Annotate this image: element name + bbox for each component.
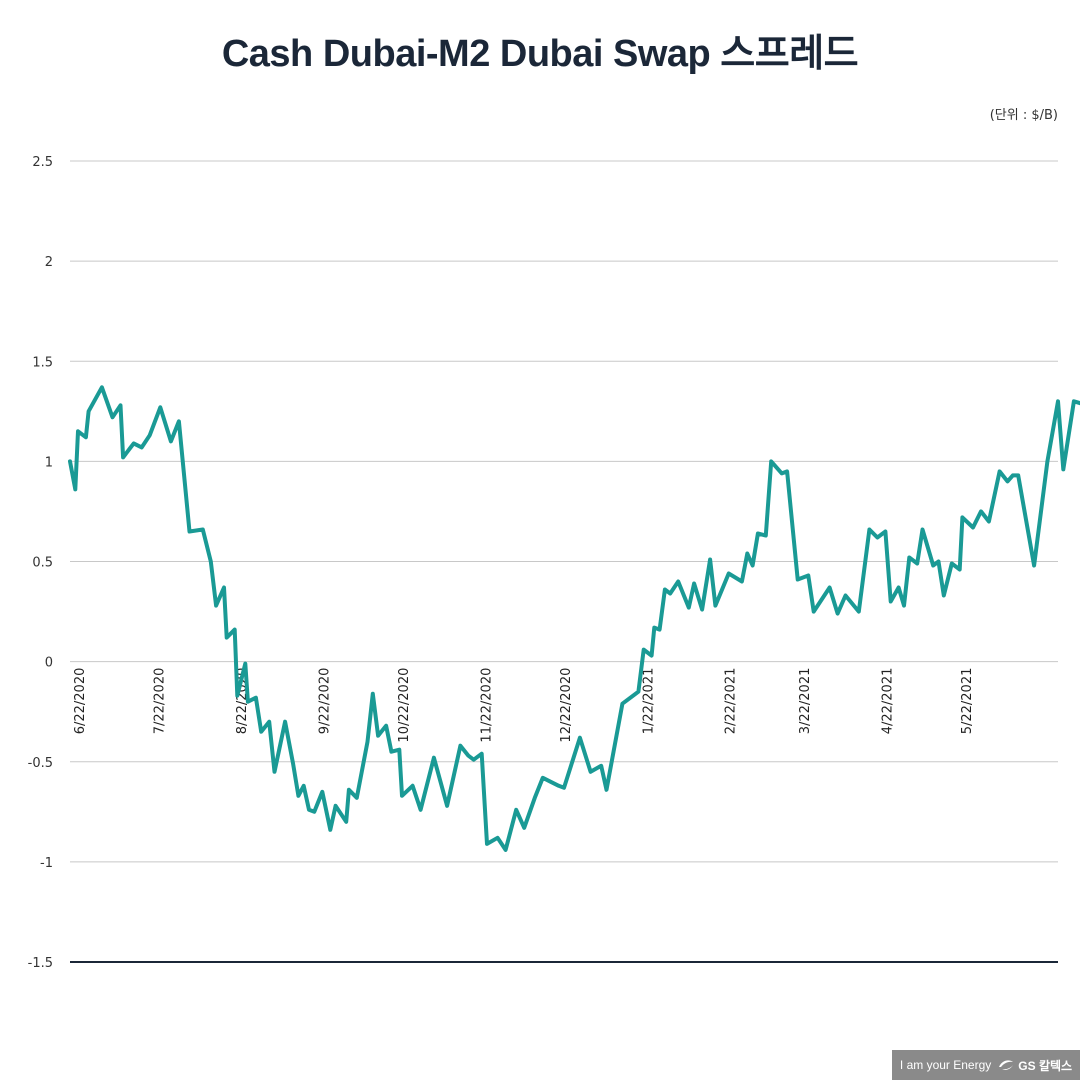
- x-tick-label: 11/22/2020: [479, 668, 494, 743]
- x-tick-label: 9/22/2020: [317, 668, 332, 735]
- x-tick-label: 6/22/2020: [73, 668, 88, 735]
- x-tick-label: 10/22/2020: [397, 668, 412, 743]
- x-tick-label: 3/22/2021: [798, 668, 813, 735]
- y-axis-ticks: 2.5 2 1.5 1 0.5 0 -0.5 -1 -1.5: [28, 155, 53, 971]
- footer-slogan: I am your Energy: [899, 1058, 992, 1072]
- y-tick-label: -0.5: [28, 756, 53, 771]
- x-axis-ticks: 6/22/2020 7/22/2020 8/22/2020 9/22/2020 10/2…: [73, 668, 975, 743]
- y-tick-label: 0: [45, 656, 53, 671]
- x-tick-label: 1/22/2021: [641, 668, 656, 735]
- series-line: [68, 385, 1080, 852]
- y-tick-label: 2: [45, 255, 53, 270]
- footer-badge: I am your Energy GS 칼텍스: [892, 1050, 1080, 1080]
- brand-mark: GS 칼텍스: [997, 1057, 1072, 1074]
- y-tick-label: 0.5: [32, 556, 53, 571]
- gs-logo-icon: [999, 1060, 1014, 1070]
- x-tick-label: 2/22/2021: [724, 668, 739, 735]
- x-tick-label: 4/22/2021: [880, 668, 895, 735]
- brand-name: GS 칼텍스: [1018, 1058, 1073, 1073]
- chart-title: Cash Dubai-M2 Dubai Swap 스프레드: [221, 33, 859, 75]
- x-tick-label: 5/22/2021: [960, 668, 975, 735]
- x-tick-label: 12/22/2020: [559, 668, 574, 743]
- y-tick-label: 2.5: [32, 155, 53, 170]
- x-tick-label: 7/22/2020: [153, 668, 168, 735]
- y-tick-label: -1.5: [28, 956, 53, 971]
- y-tick-label: 1.5: [32, 355, 53, 370]
- y-tick-label: 1: [45, 455, 53, 470]
- y-tick-label: -1: [40, 856, 53, 871]
- unit-label: (단위 : $/B): [989, 108, 1058, 123]
